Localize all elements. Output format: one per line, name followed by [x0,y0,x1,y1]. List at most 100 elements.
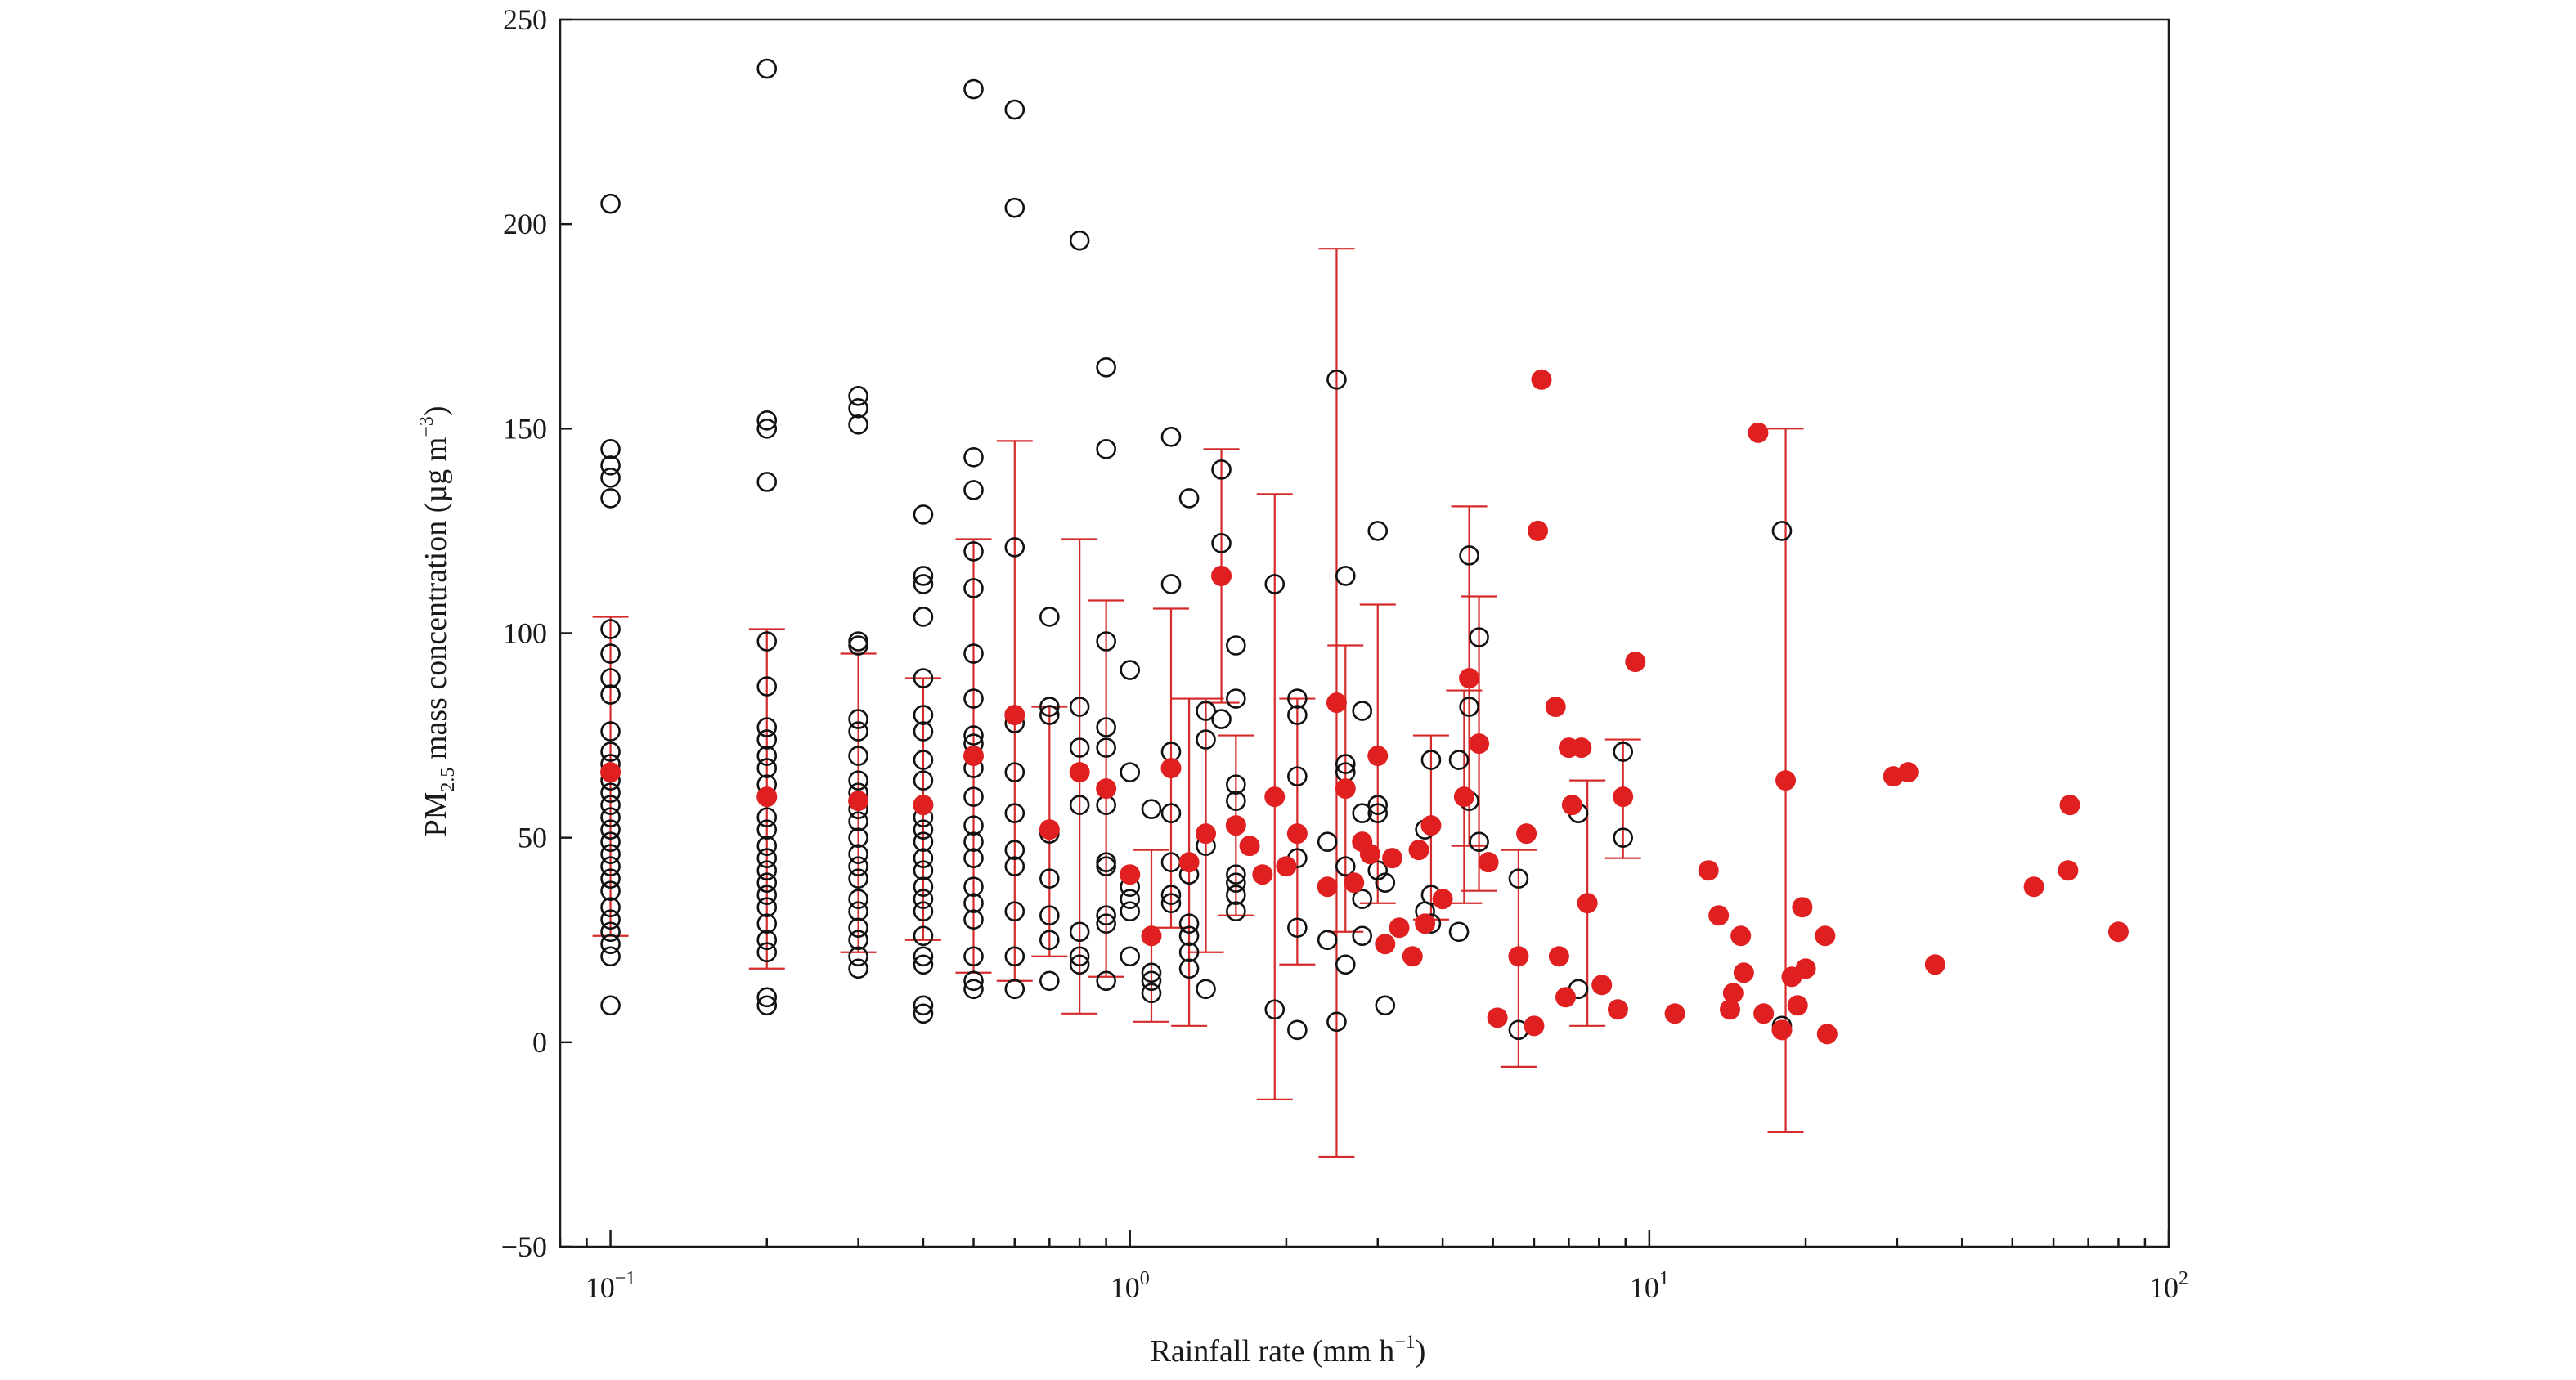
mean-point [600,762,622,783]
observation-point [1004,840,1025,860]
mean-point [1402,946,1423,967]
observation-point [963,447,984,468]
observation-point [1196,729,1216,750]
mean-point [1528,520,1549,541]
y-tick-label: 250 [503,3,547,36]
observation-point [1096,856,1116,876]
mean-point [1096,778,1117,800]
mean-point [1753,1003,1775,1024]
observation-point [1004,803,1025,823]
observation-point [1039,868,1060,889]
observation-point [1178,958,1200,979]
observation-point [848,770,868,791]
mean-point [1420,815,1442,836]
observation-point [1141,962,1162,983]
observation-point [756,676,778,697]
mean-point [1548,946,1569,967]
observation-point [913,668,934,688]
observation-point [1004,537,1025,558]
observation-point [756,885,778,906]
observation-point [963,893,984,914]
mean-point [1555,987,1576,1008]
observation-point [1613,742,1634,762]
mean-point [1335,778,1356,800]
observation-point [963,725,984,746]
observation-point [848,386,868,406]
observation-point [963,848,984,868]
observation-point [963,909,984,930]
observation-point [1211,709,1232,729]
observation-point [1287,705,1308,725]
observation-point [756,897,778,918]
observation-point [1335,856,1356,876]
observation-point [913,876,934,898]
observation-point [1120,901,1141,922]
observation-point [963,979,984,1000]
observation-point [963,831,984,852]
mean-point [1571,737,1592,759]
mean-point [1815,925,1836,947]
observation-point [756,860,778,880]
observation-point [600,439,621,459]
observation-point [1141,983,1162,1004]
observation-point [1160,893,1182,914]
observation-point [1375,995,1396,1016]
observation-point [1367,795,1389,815]
observation-point [1469,627,1489,647]
mean-point [1415,913,1436,934]
observation-point [913,607,934,627]
observation-point [848,958,868,979]
observation-point [600,897,621,918]
observation-point [963,578,984,598]
observation-point [600,856,621,876]
observation-point [913,770,934,791]
observation-point [1326,1011,1347,1033]
observation-point [1096,631,1116,652]
observation-point [913,566,934,586]
observation-point [1459,697,1479,717]
observation-point [600,468,621,488]
observation-point [1039,930,1060,951]
observation-point [848,398,868,419]
mean-point [1771,1019,1793,1041]
observation-point [1141,970,1162,992]
observation-point [913,504,934,525]
observation-point [600,488,621,509]
observation-point [1469,831,1489,852]
observation-point [848,917,868,939]
observation-point [1264,574,1286,594]
mean-point [1792,897,1813,918]
observation-point [1004,99,1025,120]
y-axis: −50 0 50 100 150 200 250 [501,3,572,1263]
observation-point [756,419,778,439]
mean-point [1160,758,1182,779]
observation-point [600,921,621,943]
x-tick-label: 102 [2149,1268,2188,1304]
observation-point [1069,795,1090,815]
mean-point [1375,934,1396,955]
observation-point [913,901,934,922]
observation-point [756,472,778,492]
mean-point [1211,565,1232,586]
observation-point [1375,872,1396,894]
observation-point [848,635,868,656]
mean-point [1039,819,1060,840]
observation-point [600,643,621,664]
observation-point [848,811,868,831]
observation-point [1448,750,1470,770]
observation-point [1004,901,1025,922]
mean-point [1545,697,1566,718]
observation-point [1178,925,1200,947]
observation-point [963,946,984,967]
observation-point [1771,521,1793,541]
observation-point [1039,697,1060,717]
mean-point [1004,705,1025,726]
x-axis-title: Rainfall rate (mm h−1) [1151,1332,1426,1369]
observation-point [913,721,934,742]
observation-point [1004,197,1025,218]
observation-point [1039,970,1060,992]
observation-point [1367,521,1389,541]
observation-point [1069,946,1090,967]
